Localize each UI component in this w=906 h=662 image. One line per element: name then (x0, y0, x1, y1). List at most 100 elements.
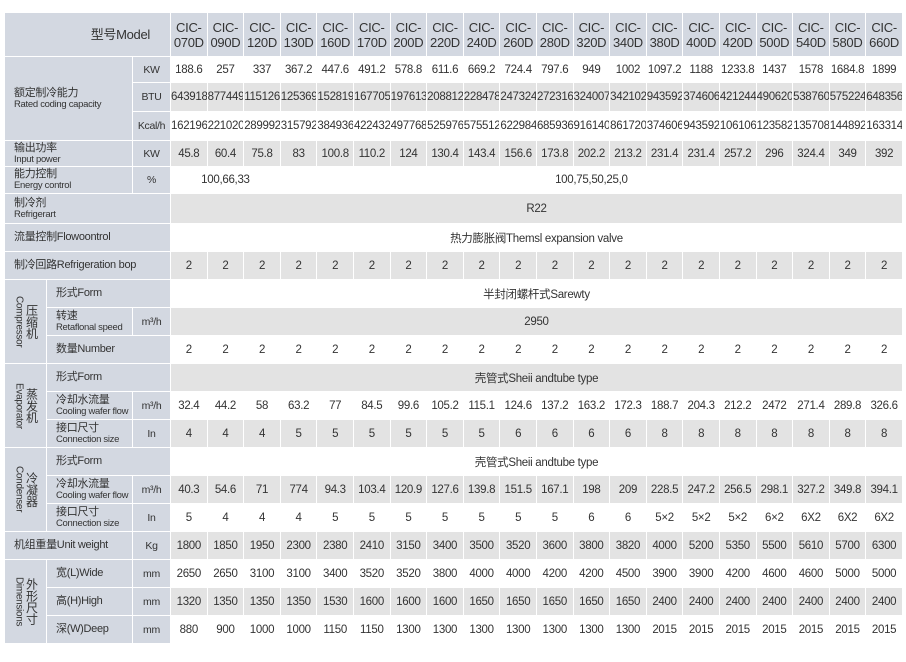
value-cell: 5387608 (792, 82, 830, 112)
value-cell: 497768 (389, 111, 428, 141)
value-cell: 77 (316, 391, 354, 420)
value-cell: 5 (499, 503, 537, 532)
value-cell: 2 (499, 251, 537, 280)
refrigerant-label: 制冷剂 Refrigerart (3, 193, 172, 224)
value-cell: 2 (718, 251, 757, 280)
value-cell: 669.2 (462, 56, 501, 83)
value-cell: 1000 (279, 615, 318, 644)
unit-label: BTU (131, 82, 172, 112)
value-cell: 5 (462, 419, 501, 448)
form-label: 形式Form (45, 447, 172, 476)
model-name: CIC-130D (279, 12, 318, 57)
value-cell: 880 (170, 615, 208, 644)
value-cell: 139.8 (462, 475, 501, 504)
flow-control-value: 热力膨胀阀Themsl expansion valve (170, 223, 903, 252)
value-cell: 1097.2 (645, 56, 684, 83)
value-cell: 4 (170, 419, 208, 448)
value-cell: 105.2 (426, 391, 464, 420)
value-cell: 3100 (243, 559, 281, 588)
dimensions-group-cn: 外形尺寸 (24, 578, 39, 625)
value-cell: 1650 (462, 587, 501, 616)
value-cell: 2300 (279, 531, 318, 560)
value-cell: 422432 (352, 111, 391, 141)
value-cell: 4000 (462, 559, 501, 588)
table-row: 能力控制 Energy control% 100,66,33 100,75,50,25… (4, 166, 903, 194)
value-cell: 349 (828, 140, 867, 167)
value-cell: 228.5 (645, 475, 684, 504)
value-cell: 2400 (645, 587, 684, 616)
speed-label: 转速 Retaflonal speed (46, 307, 133, 336)
value-cell: 2 (682, 251, 720, 280)
value-cell: 2 (645, 335, 684, 364)
value-cell: 5000 (828, 559, 867, 588)
value-cell: 298.1 (755, 475, 794, 504)
value-cell: 256.5 (718, 475, 757, 504)
value-cell: 204.3 (682, 391, 720, 420)
value-cell: 1350 (243, 587, 281, 616)
value-cell: 8 (828, 419, 867, 448)
model-name: CIC-320D (572, 12, 611, 57)
model-name: CIC-090D (206, 12, 245, 57)
value-cell: 2 (645, 251, 684, 280)
value-cell: 6 (609, 503, 647, 532)
value-cell: 83 (279, 140, 318, 167)
model-name: CIC-240D (462, 12, 501, 57)
value-cell: 2 (206, 251, 245, 280)
value-cell: 54.6 (206, 475, 245, 504)
value-cell: 3240076 (572, 82, 611, 112)
table-row: 型号Model CIC-070D CIC-090D CIC-120D CIC-130D C… (3, 12, 903, 57)
value-cell: 32.4 (170, 391, 208, 420)
value-cell: 1677055 (352, 82, 391, 112)
energy-control-label: 能力控制 Energy control (4, 166, 133, 194)
value-cell: 5610 (792, 531, 830, 560)
value-cell: 3800 (426, 559, 464, 588)
speed-value: 2950 (170, 307, 903, 336)
cond-flow-label: 冷却水流量 Cooling wafer flow (46, 475, 133, 504)
value-cell: 6X2 (792, 503, 830, 532)
cond-connection-label-en: Connection size (56, 517, 120, 529)
value-cell: 337 (243, 56, 281, 83)
unit-label: In (131, 419, 172, 448)
value-cell: 1528196 (316, 82, 354, 112)
dimensions-group: Dimensions 外形尺寸 (4, 559, 47, 644)
value-cell: 1437 (755, 56, 794, 83)
value-cell: 2400 (865, 587, 903, 616)
table-row: Kcal/h 162196 221020 289992 315792 384936 4224… (5, 111, 903, 141)
speed-label-en: Retaflonal speed (56, 321, 123, 333)
value-cell: 1357080 (792, 111, 830, 141)
dimension-label: 深(W)Deep (46, 615, 133, 644)
value-cell: 3746060 (682, 82, 720, 112)
value-cell: 151.5 (499, 475, 537, 504)
input-power-label-en: Input power (14, 153, 61, 165)
evap-connection-label-en: Connection size (56, 433, 120, 445)
value-cell: 247.2 (682, 475, 720, 504)
value-cell: 2410 (352, 531, 391, 560)
model-name: CIC-220D (426, 12, 464, 57)
value-cell: 44.2 (206, 391, 245, 420)
value-cell: 289992 (243, 111, 281, 141)
value-cell: 1350 (279, 587, 318, 616)
value-cell: 315792 (279, 111, 318, 141)
value-cell: 8 (718, 419, 757, 448)
value-cell: 2015 (865, 615, 903, 644)
unit-label: % (131, 166, 172, 194)
value-cell: 1633140 (865, 111, 903, 141)
unit-label: mm (131, 559, 172, 588)
value-cell: 8 (645, 419, 684, 448)
value-cell: 1151268 (243, 82, 281, 112)
value-cell: 1650 (535, 587, 574, 616)
value-cell: 156.6 (499, 140, 537, 167)
value-cell: 5 (279, 419, 318, 448)
value-cell: 1150 (316, 615, 354, 644)
value-cell: 1950 (243, 531, 281, 560)
value-cell: 45.8 (170, 140, 208, 167)
value-cell: 2015 (682, 615, 720, 644)
model-name: CIC-260D (499, 12, 537, 57)
model-label: 型号Model (3, 12, 172, 57)
value-cell: 231.4 (682, 140, 720, 167)
value-cell: 2400 (755, 587, 794, 616)
value-cell: 3520 (499, 531, 537, 560)
value-cell: 2 (389, 335, 428, 364)
value-cell: 212.2 (718, 391, 757, 420)
value-cell: 2400 (792, 587, 830, 616)
